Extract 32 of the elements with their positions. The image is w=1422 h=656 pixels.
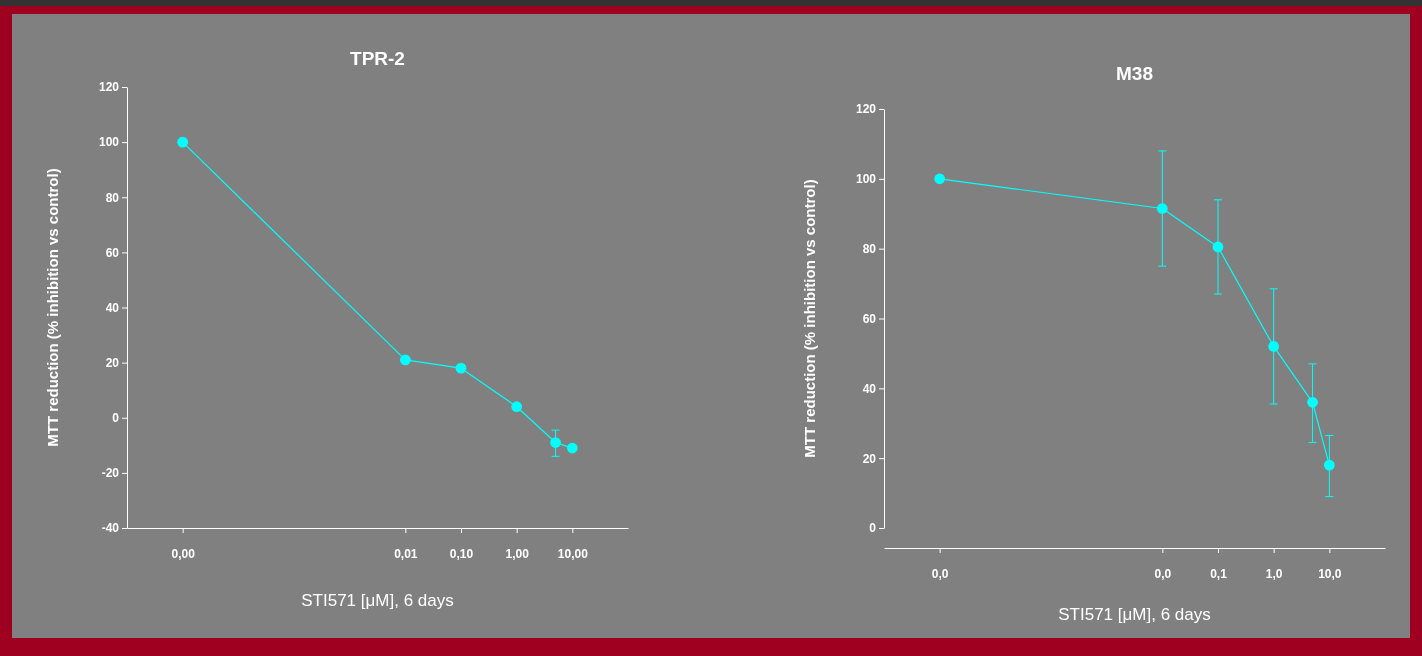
- y-tick-label: 60: [105, 245, 120, 260]
- y-tick-label: 0: [869, 521, 877, 536]
- x-tick-label: 10,00: [557, 546, 589, 561]
- y-tick-label: 80: [105, 190, 120, 205]
- x-tick-label: 0,1: [1210, 566, 1228, 581]
- chart-title: TPR-2: [350, 48, 405, 69]
- x-tick-label: 0,0: [1154, 566, 1172, 581]
- x-tick-label: 0,10: [449, 546, 474, 561]
- y-tick-label: 100: [98, 135, 120, 150]
- y-tick-label: 20: [862, 451, 877, 466]
- y-tick-label: -40: [101, 521, 120, 536]
- x-tick-label: 0,00: [171, 546, 196, 561]
- y-tick-label: 120: [855, 102, 877, 117]
- y-axis-title: MTT reduction (% inhibition vs control): [801, 179, 818, 458]
- y-tick-label: 100: [855, 172, 877, 187]
- y-tick-label: 60: [862, 311, 877, 326]
- y-tick-label: 80: [862, 242, 877, 257]
- chart-title: M38: [1116, 63, 1153, 84]
- x-tick-label: 0,0: [931, 566, 949, 581]
- x-tick-label: 1,0: [1265, 566, 1283, 581]
- y-tick-label: 0: [112, 411, 120, 426]
- x-axis-title: STI571 [μM], 6 days: [301, 591, 454, 610]
- y-tick-label: 20: [105, 355, 120, 370]
- x-axis-title: STI571 [μM], 6 days: [1058, 605, 1211, 624]
- x-tick-label: 10,0: [1318, 566, 1342, 581]
- y-axis-title: MTT reduction (% inhibition vs control): [44, 168, 61, 447]
- y-tick-label: 40: [862, 381, 877, 396]
- y-tick-label: -20: [101, 466, 120, 481]
- x-tick-label: 0,01: [394, 546, 418, 561]
- y-tick-label: 120: [98, 80, 120, 95]
- y-tick-label: 40: [105, 300, 120, 315]
- x-tick-label: 1,00: [505, 546, 530, 561]
